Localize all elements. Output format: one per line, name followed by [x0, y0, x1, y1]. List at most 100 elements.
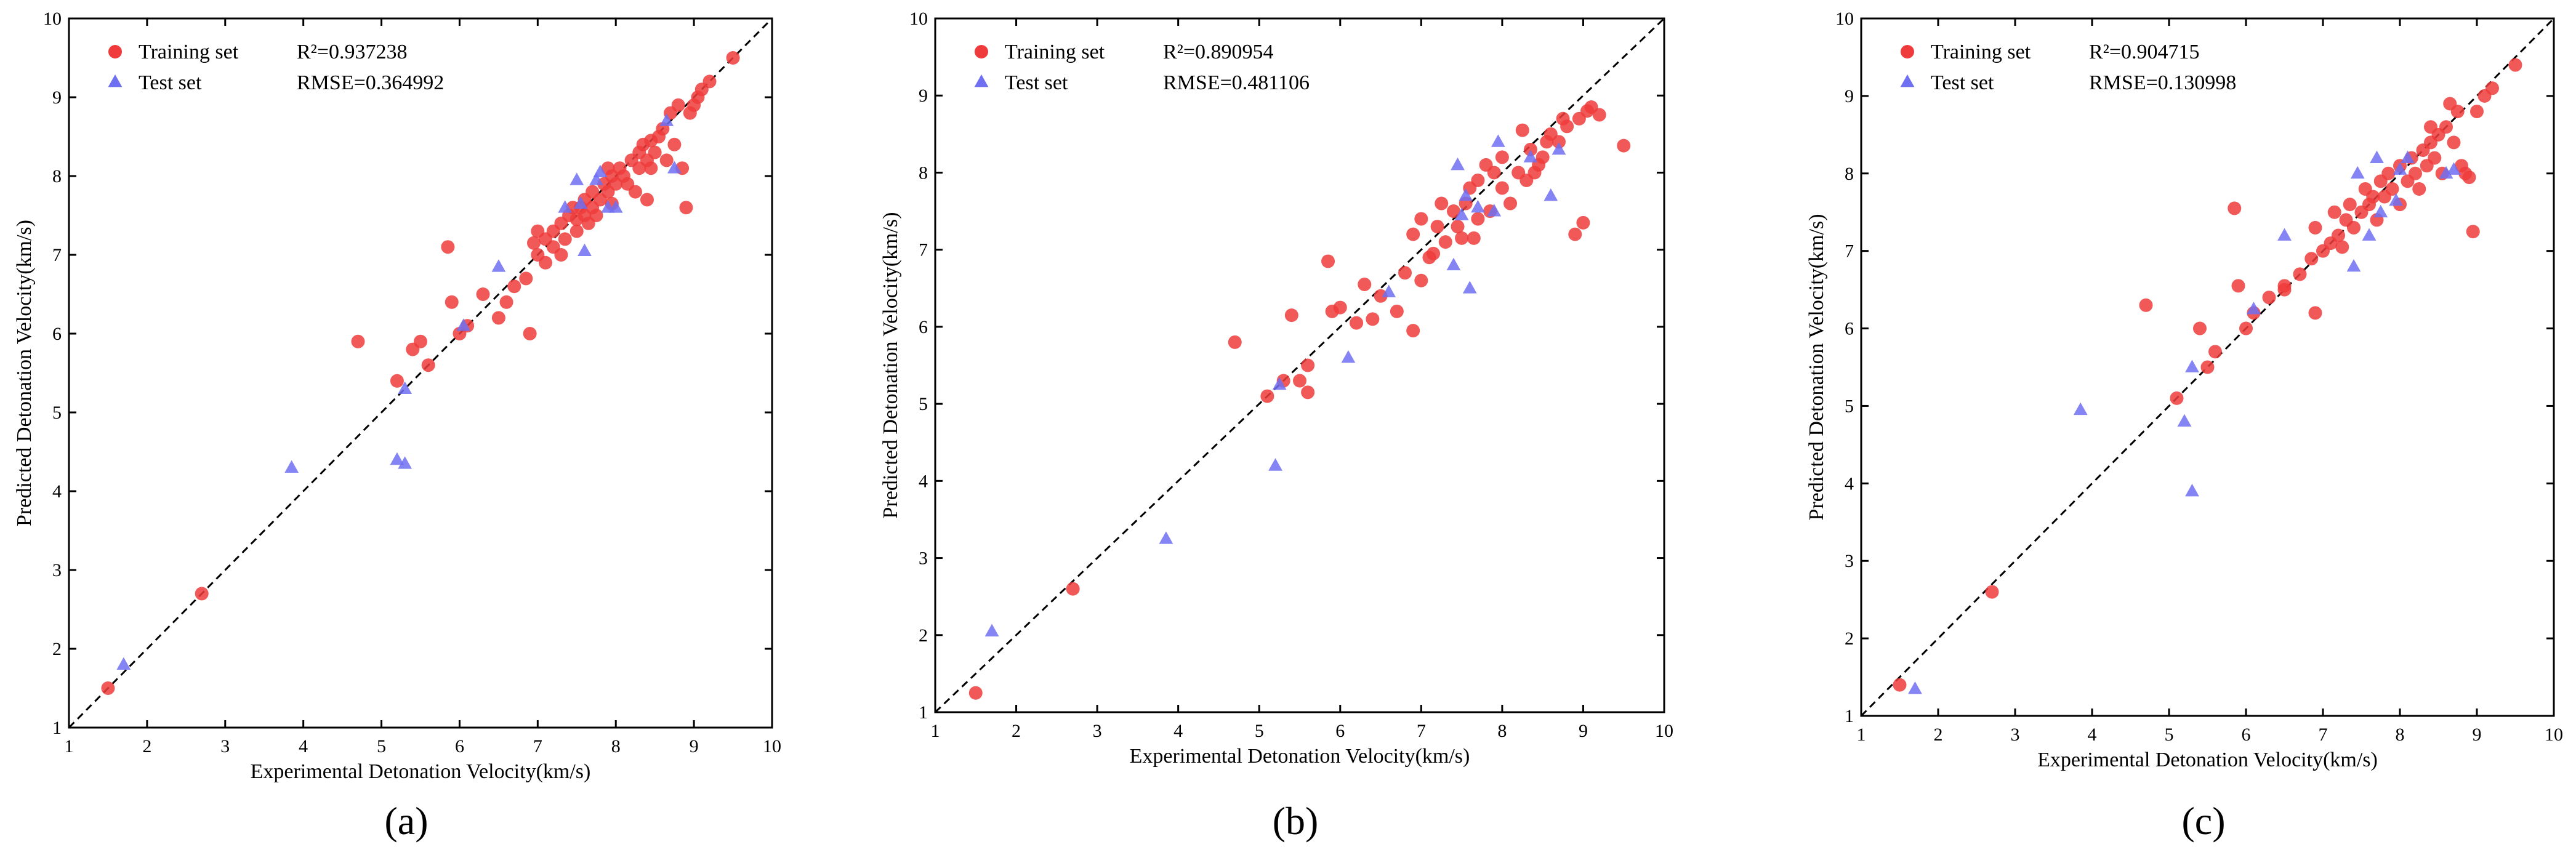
x-tick-label: 1 — [931, 721, 940, 741]
test-point — [2389, 193, 2404, 206]
r-squared-value: R²=0.904715 — [2089, 41, 2200, 63]
legend-training-marker — [975, 45, 988, 58]
training-point — [2347, 220, 2361, 235]
training-point — [1066, 582, 1080, 596]
axis-ticks: 1 2 3 4 5 6 7 8 9 10 1 2 3 4 5 6 7 8 9 10 — [43, 9, 781, 757]
panel-label: (b) — [1273, 799, 1319, 843]
training-point — [1576, 215, 1590, 230]
test-point — [1454, 207, 1469, 220]
rmse-value: RMSE=0.130998 — [2089, 71, 2236, 94]
legend: Training set Test set R²=0.904715 RMSE=0… — [1900, 41, 2236, 94]
rmse-value: RMSE=0.481106 — [1163, 71, 1310, 94]
training-point — [2428, 151, 2442, 165]
test-point — [1341, 350, 1356, 363]
training-point — [2304, 252, 2319, 266]
training-point — [640, 193, 654, 207]
training-point — [2366, 190, 2380, 204]
training-point — [1523, 142, 1537, 156]
training-point — [702, 74, 717, 89]
training-point — [1414, 273, 1428, 287]
y-tick-label: 1 — [52, 718, 62, 738]
training-point — [2450, 105, 2465, 119]
plot-frame — [68, 17, 773, 729]
training-point — [1260, 389, 1274, 403]
training-point — [414, 334, 427, 348]
training-point — [499, 295, 513, 309]
training-point — [1350, 316, 1364, 330]
legend-test-label: Test set — [1931, 71, 1994, 94]
training-point — [1592, 108, 1606, 122]
test-point — [667, 161, 682, 174]
training-point — [1406, 227, 1420, 241]
plot-frame — [934, 17, 1665, 713]
test-point — [2185, 359, 2199, 372]
training-point — [1487, 166, 1501, 180]
legend-training-label: Training set — [1005, 41, 1105, 63]
x-tick-label: 2 — [142, 736, 151, 757]
x-tick-label: 4 — [2088, 725, 2097, 745]
training-point — [2293, 267, 2307, 281]
training-point — [1893, 678, 1907, 692]
training-point — [558, 232, 572, 246]
training-point — [2409, 166, 2422, 180]
test-point — [2370, 150, 2384, 163]
training-point — [1568, 227, 1582, 241]
x-tick-label: 8 — [611, 736, 621, 757]
training-point — [2466, 225, 2480, 239]
y-axis-title: Predicted Detonation Velocity(km/s) — [1805, 214, 1828, 521]
training-point — [1455, 231, 1469, 245]
rmse-value: RMSE=0.364992 — [297, 71, 444, 94]
test-point — [1446, 257, 1461, 271]
x-tick-label: 6 — [1335, 721, 1345, 741]
training-point — [2424, 120, 2437, 134]
training-point — [589, 209, 603, 222]
x-tick-label: 7 — [1417, 721, 1426, 741]
test-point — [2401, 150, 2415, 163]
training-point — [1446, 204, 1460, 219]
training-point — [1467, 231, 1481, 245]
legend-test-label: Test set — [139, 71, 202, 94]
data-points — [968, 100, 1631, 700]
x-tick-label: 8 — [2396, 725, 2405, 745]
y-tick-label: 5 — [919, 394, 928, 414]
training-point — [2470, 105, 2484, 119]
test-point — [2247, 302, 2261, 315]
y-tick-label: 5 — [1845, 396, 1854, 416]
y-tick-label: 6 — [1845, 319, 1854, 339]
training-point — [2200, 360, 2215, 374]
x-tick-label: 3 — [1093, 721, 1102, 741]
test-point — [398, 456, 413, 469]
legend-test-marker — [974, 74, 989, 87]
y-tick-label: 6 — [919, 317, 928, 337]
training-point — [1617, 138, 1631, 153]
training-point — [1321, 254, 1335, 268]
x-tick-label: 1 — [1857, 725, 1866, 745]
training-point — [1293, 374, 1306, 388]
y-tick-label: 2 — [52, 639, 62, 659]
training-point — [1301, 385, 1315, 399]
legend: Training set Test set R²=0.937238 RMSE=0… — [108, 41, 444, 94]
test-point — [578, 243, 592, 256]
test-point — [570, 172, 584, 185]
training-point — [2439, 120, 2453, 134]
training-point — [968, 686, 983, 700]
training-point — [1366, 312, 1380, 326]
x-tick-label: 5 — [2165, 725, 2174, 745]
test-point — [456, 318, 471, 331]
y-tick-label: 10 — [909, 9, 928, 29]
y-tick-label: 3 — [919, 548, 928, 569]
x-tick-label: 7 — [2319, 725, 2328, 745]
y-tick-label: 9 — [1845, 86, 1854, 106]
x-tick-label: 10 — [2545, 725, 2563, 745]
chart-panel-a: 1 2 3 4 5 6 7 8 9 10 1 2 3 4 5 6 7 8 9 10 Training set Test… — [13, 9, 781, 843]
test-point — [593, 164, 608, 177]
training-point — [1398, 266, 1412, 280]
training-point — [1515, 123, 1529, 137]
test-point — [2177, 414, 2192, 427]
training-point — [195, 587, 209, 601]
training-point — [1495, 150, 1509, 164]
y-axis-title: Predicted Detonation Velocity(km/s) — [879, 212, 902, 519]
test-point — [659, 113, 674, 126]
test-point — [1451, 157, 1465, 171]
training-point — [2335, 240, 2349, 254]
